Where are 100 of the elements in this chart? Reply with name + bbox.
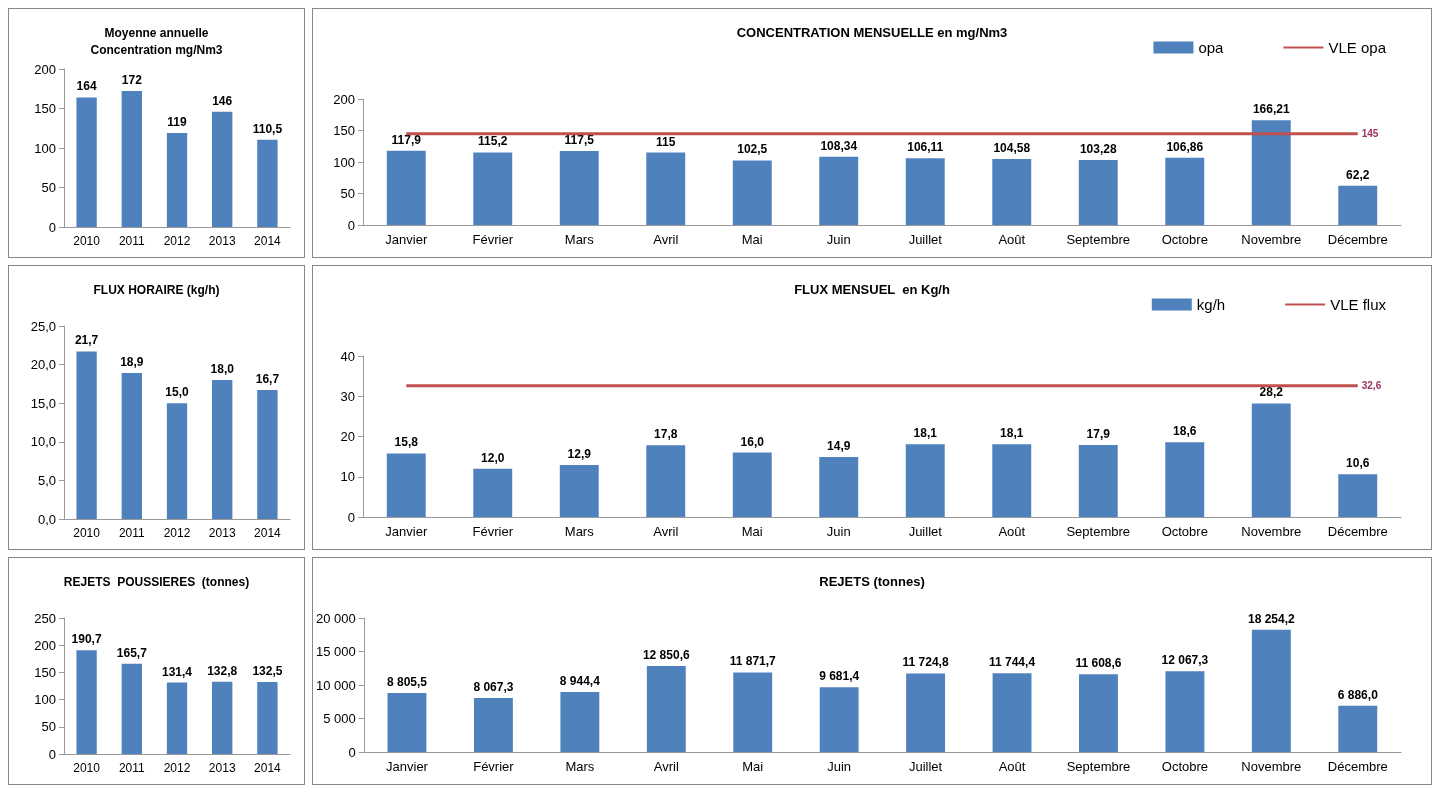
y-tick-label: 0 bbox=[347, 509, 355, 525]
data-label: 18,0 bbox=[210, 362, 235, 377]
data-label: 104,58 bbox=[993, 141, 1031, 156]
y-tick-label: 150 bbox=[333, 123, 355, 138]
x-tick-label: Septembre bbox=[1066, 232, 1131, 247]
bar bbox=[560, 692, 600, 752]
data-label: 115,2 bbox=[478, 134, 508, 149]
data-label: 8 944,4 bbox=[559, 674, 601, 689]
x-tick-label: Juillet bbox=[908, 524, 943, 539]
data-label: 14,9 bbox=[827, 439, 851, 454]
bar bbox=[212, 111, 233, 227]
bar bbox=[1078, 159, 1118, 225]
y-tick-label: 20 000 bbox=[316, 610, 356, 626]
x-tick-label: Octobre bbox=[1161, 524, 1208, 539]
bar bbox=[1338, 705, 1378, 752]
y-tick-label: 200 bbox=[34, 637, 56, 653]
chart-title: REJETS (tonnes) bbox=[819, 574, 925, 589]
data-label: 146 bbox=[212, 93, 233, 108]
bar bbox=[473, 468, 513, 517]
bar bbox=[646, 445, 686, 517]
x-tick-label: Mai bbox=[741, 524, 763, 539]
bar bbox=[905, 444, 945, 517]
data-label: 62,2 bbox=[1346, 167, 1370, 182]
bar bbox=[257, 139, 278, 227]
x-tick-label: Janvier bbox=[386, 759, 429, 774]
bar bbox=[1338, 474, 1378, 517]
data-label: 15,8 bbox=[394, 435, 419, 450]
y-tick-label: 5 000 bbox=[323, 711, 356, 726]
bar bbox=[386, 453, 426, 517]
x-tick-label: 2014 bbox=[254, 761, 282, 775]
x-tick-label: Décembre bbox=[1327, 232, 1388, 247]
x-tick-label: 2012 bbox=[163, 234, 191, 248]
bar bbox=[1165, 442, 1205, 517]
x-tick-label: 2011 bbox=[118, 234, 146, 248]
x-tick-label: Mars bbox=[564, 232, 595, 247]
bar bbox=[76, 650, 97, 754]
data-label: 28,2 bbox=[1259, 385, 1284, 400]
legend-label: kg/h bbox=[1196, 296, 1226, 313]
data-label: 12,0 bbox=[481, 450, 505, 465]
data-label: 15,0 bbox=[165, 385, 189, 400]
x-tick-label: Août bbox=[998, 759, 1026, 774]
y-tick-label: 100 bbox=[333, 154, 355, 170]
data-label: 106,11 bbox=[907, 140, 944, 155]
data-label: 166,21 bbox=[1252, 102, 1290, 117]
bar bbox=[732, 452, 772, 517]
y-tick-label: 10 bbox=[340, 469, 355, 485]
bar bbox=[906, 673, 946, 752]
y-tick-label: 0 bbox=[48, 746, 56, 762]
x-tick-label: Juin bbox=[826, 232, 851, 247]
y-tick-label: 200 bbox=[333, 91, 355, 107]
y-tick-label: 150 bbox=[34, 101, 56, 116]
data-label: 190,7 bbox=[71, 632, 102, 647]
bar bbox=[559, 465, 599, 517]
data-label: 131,4 bbox=[161, 664, 193, 679]
y-tick-label: 100 bbox=[34, 140, 56, 156]
data-label: 115 bbox=[656, 134, 676, 149]
chart-title: FLUX MENSUEL en Kg/h bbox=[794, 282, 950, 297]
bar bbox=[166, 682, 188, 754]
bar bbox=[1165, 157, 1205, 225]
chart-title: CONCENTRATION MENSUELLE en mg/Nm3 bbox=[736, 25, 1008, 40]
x-tick-label: Janvier bbox=[385, 232, 428, 247]
bar bbox=[819, 687, 859, 752]
x-tick-label: Septembre bbox=[1066, 759, 1131, 774]
x-tick-label: Novembre bbox=[1241, 232, 1302, 247]
y-tick-label: 0 bbox=[48, 219, 56, 235]
x-tick-label: 2010 bbox=[73, 761, 101, 775]
data-label: 110,5 bbox=[252, 121, 283, 136]
x-tick-label: Mars bbox=[565, 759, 595, 774]
x-tick-label: Avril bbox=[653, 759, 679, 774]
bar bbox=[166, 132, 188, 227]
x-tick-label: Septembre bbox=[1066, 524, 1131, 539]
x-tick-label: Décembre bbox=[1327, 759, 1388, 774]
x-tick-label: Août bbox=[998, 524, 1026, 539]
x-tick-label: 2010 bbox=[73, 526, 101, 540]
data-label: 12 850,6 bbox=[642, 647, 690, 662]
bar bbox=[121, 373, 142, 519]
bar bbox=[1251, 629, 1291, 752]
y-tick-label: 20,0 bbox=[30, 357, 56, 373]
x-tick-label: 2011 bbox=[118, 526, 146, 540]
data-label: 117,5 bbox=[564, 132, 595, 147]
chart-title: REJETS POUSSIERES (tonnes) bbox=[63, 574, 250, 589]
y-tick-label: 15 000 bbox=[316, 644, 356, 659]
bar bbox=[76, 97, 97, 227]
bar bbox=[121, 663, 142, 754]
y-tick-label: 10 000 bbox=[316, 677, 356, 693]
data-label: 106,86 bbox=[1166, 139, 1204, 154]
x-tick-label: Octobre bbox=[1161, 232, 1208, 247]
y-tick-label: 30 bbox=[340, 388, 355, 404]
bar bbox=[992, 159, 1032, 225]
data-label: 132,5 bbox=[252, 663, 283, 678]
x-tick-label: Novembre bbox=[1241, 524, 1302, 539]
x-tick-label: 2013 bbox=[208, 234, 236, 248]
data-label: 18,1 bbox=[1000, 426, 1024, 441]
x-tick-label: 2014 bbox=[254, 526, 282, 540]
data-label: 119 bbox=[167, 114, 188, 129]
bar bbox=[1251, 120, 1291, 225]
bar bbox=[732, 160, 772, 225]
x-tick-label: Janvier bbox=[385, 524, 428, 539]
bar bbox=[212, 380, 233, 519]
data-label: 6 886,0 bbox=[1337, 687, 1379, 702]
